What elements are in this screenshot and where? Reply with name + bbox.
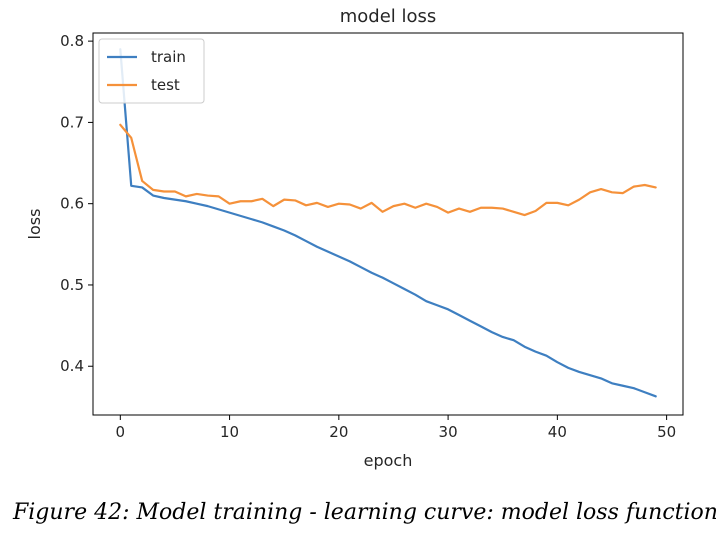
x-tick-label: 40: [548, 423, 567, 441]
plot-frame: [92, 32, 684, 416]
y-tick-label: 0.5: [60, 276, 84, 294]
x-tick-label: 50: [657, 423, 676, 441]
x-tick-label: 30: [439, 423, 458, 441]
chart-title: model loss: [340, 6, 437, 27]
x-tick-label: 0: [116, 423, 126, 441]
y-tick-label: 0.6: [60, 195, 84, 213]
legend-box: [98, 38, 205, 104]
chart-figure: model loss 0 10 20 30 40 50 0.4 0.5 0.6 0.7 0.8 epoc…: [25, 6, 684, 470]
legend: train test: [98, 38, 205, 104]
legend-label-train: train: [151, 48, 186, 66]
x-axis-label: epoch: [364, 451, 413, 470]
x-tick-label: 10: [220, 423, 239, 441]
legend-label-test: test: [151, 76, 180, 94]
series-line-test: [119, 123, 657, 217]
y-tick-label: 0.7: [60, 113, 84, 131]
series-line-train: [119, 48, 657, 398]
chart-svg: model loss 0 10 20 30 40 50 0.4 0.5 0.6 0.7 0.8 epoc…: [25, 6, 684, 470]
y-tick-label: 0.4: [60, 357, 84, 375]
x-tick-label: 20: [329, 423, 348, 441]
figure-caption: Figure 42: Model training - learning cur…: [13, 500, 716, 525]
y-axis-label: loss: [25, 209, 44, 240]
y-tick-label: 0.8: [60, 32, 84, 50]
